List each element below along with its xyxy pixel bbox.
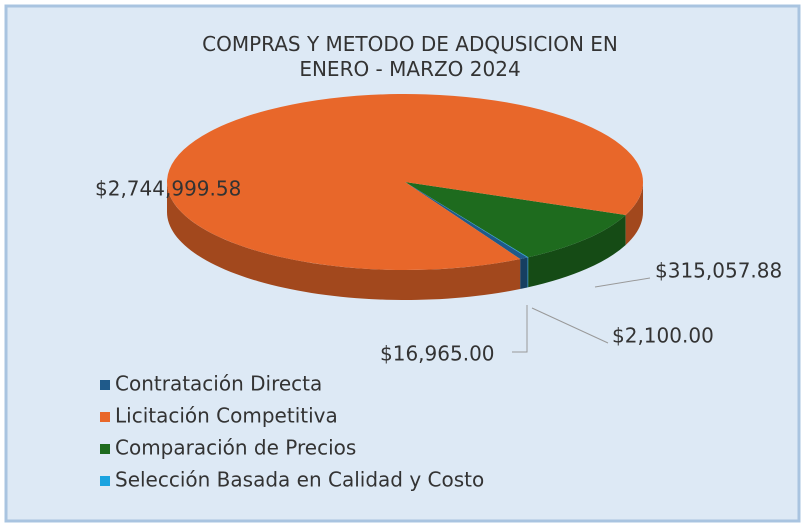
leader-line (594, 277, 651, 288)
legend-swatch (100, 476, 110, 486)
legend-label: Comparación de Precios (115, 436, 356, 460)
legend-label: Contratación Directa (115, 372, 322, 396)
legend-swatch (100, 444, 110, 454)
data-label: $2,744,999.58 (95, 177, 241, 201)
data-label: $16,965.00 (380, 342, 495, 366)
data-label: $2,100.00 (612, 324, 714, 348)
slice-top (166, 93, 644, 271)
legend-swatch (100, 412, 110, 422)
slice-side (520, 257, 528, 290)
slice-side (167, 182, 521, 301)
leader-line (531, 307, 609, 344)
legend-label: Selección Basada en Calidad y Costo (115, 468, 484, 492)
slice-top (405, 182, 626, 258)
legend-swatch (100, 380, 110, 390)
pie-slice (166, 93, 644, 301)
slice-side (625, 182, 643, 245)
slice-top (405, 182, 529, 258)
chart-title: COMPRAS Y METODO DE ADQUSICION EN ENERO -… (202, 32, 618, 81)
leader-line (512, 305, 528, 353)
slice-side (528, 214, 626, 288)
pie-slice (405, 182, 529, 288)
legend-label: Licitación Competitiva (115, 404, 338, 428)
pie-slice (405, 182, 528, 290)
data-label: $315,057.88 (655, 259, 782, 283)
slice-side (527, 257, 529, 288)
pie-slice (405, 182, 626, 288)
slice-top (405, 182, 528, 260)
